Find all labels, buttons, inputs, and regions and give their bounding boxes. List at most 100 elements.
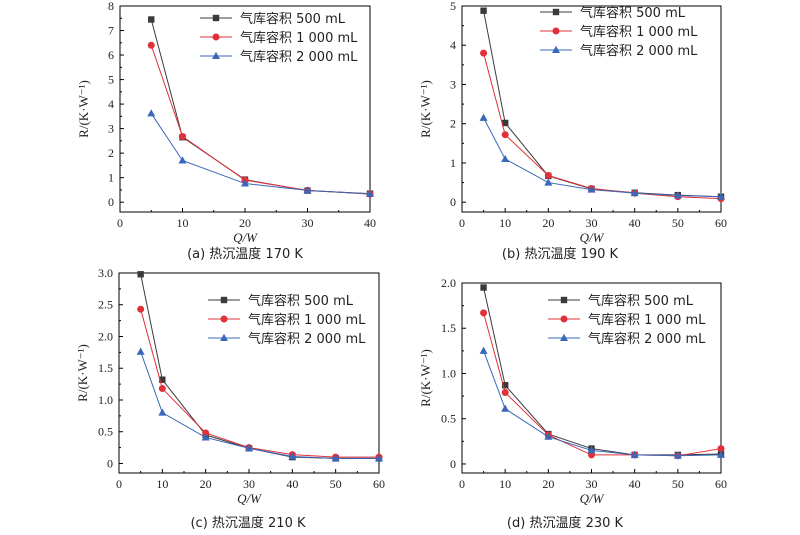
- x-tick-label: 50: [672, 477, 684, 491]
- legend-label: 气库容积 2 000 mL: [240, 49, 358, 65]
- y-tick-label: 2: [108, 146, 114, 160]
- legend-label: 气库容积 2 000 mL: [588, 331, 706, 347]
- data-point-series-3: [136, 347, 145, 355]
- data-point-series-2: [480, 49, 488, 57]
- x-tick-label: 10: [499, 216, 511, 230]
- x-tick-label: 0: [459, 477, 465, 491]
- data-point-series-1: [480, 284, 487, 291]
- legend-marker: [552, 8, 560, 16]
- data-point-series-3: [201, 433, 210, 441]
- x-tick-label: 20: [239, 216, 251, 230]
- data-point-series-3: [673, 191, 682, 199]
- series-line-3: [140, 351, 379, 459]
- data-point-series-3: [630, 450, 639, 458]
- y-tick-label: 1.0: [98, 393, 113, 407]
- legend-label: 气库容积 500 mL: [588, 293, 694, 309]
- data-point-series-3: [501, 404, 510, 412]
- data-point-series-3: [147, 109, 156, 117]
- x-axis-label: Q/W: [580, 230, 605, 245]
- y-axis-label: R/(K·W⁻¹): [418, 80, 433, 138]
- x-tick-label: 20: [542, 477, 554, 491]
- y-tick-label: 2.0: [441, 276, 456, 290]
- legend-label: 气库容积 1 000 mL: [240, 30, 358, 46]
- data-point-series-3: [544, 432, 553, 440]
- data-point-series-3: [303, 186, 312, 194]
- data-point-series-1: [501, 119, 509, 127]
- data-point-series-2: [202, 429, 210, 437]
- data-point-series-3: [673, 451, 682, 459]
- legend-label: 气库容积 500 mL: [240, 11, 346, 27]
- data-point-series-3: [241, 179, 249, 187]
- y-tick-label: 5: [450, 0, 456, 13]
- legend-label: 气库容积 1 000 mL: [588, 312, 706, 328]
- legend-marker: [560, 296, 568, 304]
- data-point-series-3: [544, 178, 553, 186]
- y-tick-label: 1: [108, 171, 114, 185]
- y-tick-label: 0: [107, 456, 113, 470]
- x-tick-label: 10: [156, 477, 168, 491]
- legend-label: 气库容积 2 000 mL: [580, 43, 698, 59]
- x-tick-label: 50: [330, 477, 342, 491]
- data-point-series-1: [501, 382, 509, 389]
- data-point-series-2: [480, 309, 488, 317]
- legend-marker: [560, 315, 568, 323]
- data-point-series-2: [158, 385, 166, 393]
- y-tick-label: 2.0: [98, 329, 113, 343]
- y-tick-label: 4: [108, 97, 114, 111]
- y-tick-label: 0.5: [441, 412, 456, 426]
- y-tick-label: 6: [108, 48, 114, 62]
- x-tick-label: 0: [459, 216, 465, 230]
- series-line-3: [150, 113, 371, 195]
- y-tick-label: 2.5: [98, 298, 113, 312]
- x-tick-label: 40: [286, 477, 298, 491]
- series-line-3: [483, 117, 722, 198]
- y-tick-label: 3.0: [98, 266, 113, 280]
- series-line-3: [483, 350, 722, 457]
- legend-label: 气库容积 2 000 mL: [248, 331, 366, 347]
- legend-marker: [212, 33, 220, 41]
- data-point-series-2: [147, 41, 155, 49]
- chart-panel-1: 0 10 20 30 40 0 1 2 3 4 5 6 7 8 Q/W R/(K·W⁻¹) (a) 热沉温度 1…: [76, 0, 376, 262]
- data-point-series-3: [158, 408, 167, 416]
- data-point-series-3: [717, 192, 725, 200]
- data-point-series-2: [137, 305, 145, 313]
- data-point-series-3: [245, 444, 253, 452]
- chart-panel-2: 0 10 20 30 40 50 60 0 1 2 3 4 5 Q/W R/(K·W⁻¹) (b) 热沉温度 …: [418, 0, 727, 262]
- legend: 气库容积 500 mL 气库容积 1 000 mL 气库容积 2 000 mL: [548, 293, 706, 347]
- legend-marker: [552, 45, 560, 53]
- y-axis-label: R/(K·W⁻¹): [418, 349, 433, 407]
- x-tick-label: 40: [364, 216, 376, 230]
- x-tick-label: 20: [542, 216, 554, 230]
- x-tick-label: 10: [499, 477, 511, 491]
- data-point-series-3: [288, 452, 297, 460]
- legend: 气库容积 500 mL 气库容积 1 000 mL 气库容积 2 000 mL: [200, 11, 358, 65]
- y-tick-label: 0: [108, 195, 114, 209]
- chart-caption: (c) 热沉温度 210 K: [190, 515, 306, 531]
- y-tick-label: 1.5: [441, 321, 456, 335]
- data-point-series-3: [375, 454, 383, 462]
- data-point-series-3: [501, 154, 510, 163]
- x-tick-label: 60: [715, 477, 727, 491]
- data-point-series-3: [717, 450, 725, 458]
- x-tick-label: 40: [629, 477, 641, 491]
- data-point-series-3: [479, 346, 488, 354]
- data-point-series-3: [331, 454, 340, 462]
- data-point-series-1: [148, 16, 155, 23]
- y-axis-label: R/(K·W⁻¹): [76, 80, 91, 138]
- chart-panel-4: 0 10 20 30 40 50 60 0 0.5 1.0 1.5 2.0 Q/W R/(K·W⁻¹) (d…: [418, 276, 727, 531]
- y-tick-label: 1.5: [98, 361, 113, 375]
- chart-caption: (d) 热沉温度 230 K: [507, 515, 624, 531]
- data-point-series-3: [587, 185, 596, 193]
- data-point-series-2: [717, 445, 725, 453]
- chart-panel-3: 0 10 20 30 40 50 60 0 0.5 1.0 1.5 2.0 2.5 3.0 Q/W R/(K·…: [75, 266, 385, 531]
- data-point-series-3: [479, 113, 488, 121]
- x-tick-label: 30: [586, 216, 598, 230]
- data-point-series-3: [178, 156, 187, 164]
- legend-label: 气库容积 500 mL: [248, 293, 354, 309]
- legend-marker: [220, 296, 228, 304]
- legend-label: 气库容积 500 mL: [580, 5, 686, 21]
- x-tick-label: 30: [243, 477, 255, 491]
- x-tick-label: 10: [177, 216, 189, 230]
- y-tick-label: 7: [108, 24, 114, 38]
- y-tick-label: 0: [450, 457, 456, 471]
